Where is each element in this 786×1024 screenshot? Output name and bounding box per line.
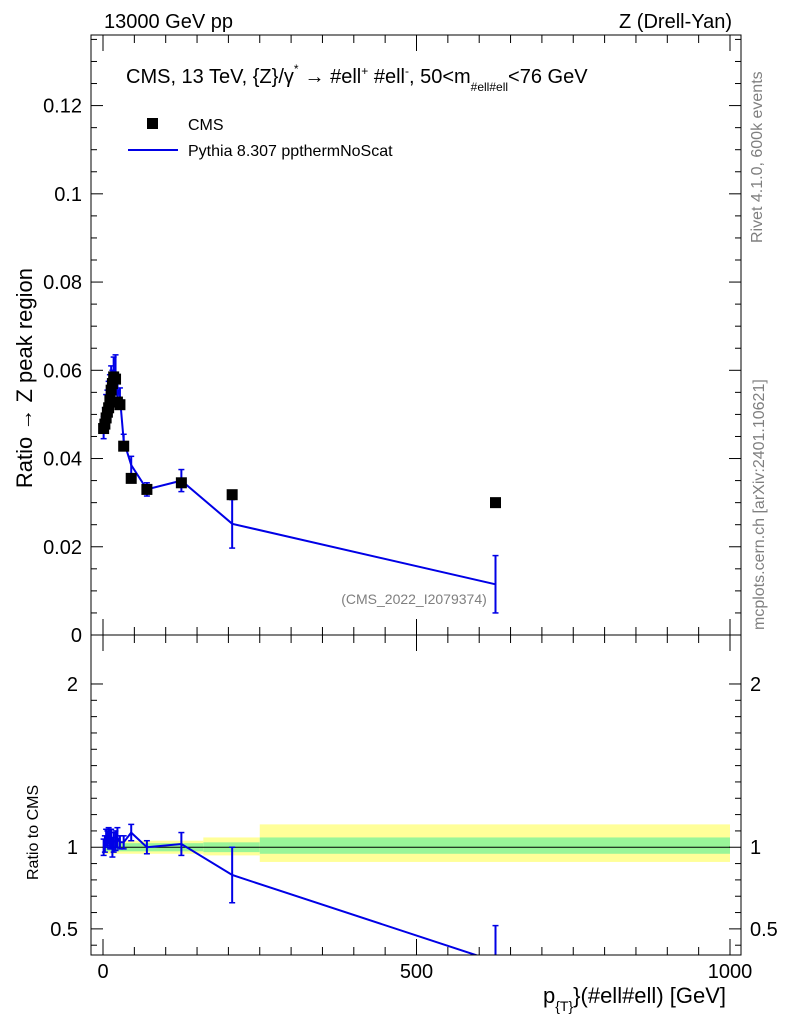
x-tick-label: 0 [97,961,108,983]
y-tick-label: 0.08 [43,272,82,294]
legend-title-range: , 50<m [409,66,471,88]
x-axis-label-sub: {T} [555,998,573,1014]
cms-data-point [99,418,111,430]
cms-data-point [141,483,153,495]
legend-cms-marker [147,118,158,129]
cms-data-point [105,384,117,396]
x-axis-label: p{T}}(#ell#ell) [GeV] [543,983,726,1014]
legend-title-plus: + [361,64,368,78]
ratio-frame [90,634,742,956]
ratio-y-axis-label: Ratio to CMS [25,785,42,880]
x-axis-label-main: p [543,983,555,1008]
main-panel: 0 0.02 0.04 0.06 0.08 0.1 0.12 Ratio → Z peak … [12,34,742,647]
legend-title-sub: #ell#ell [471,80,508,94]
x-tick-label: 500 [400,961,433,983]
legend-cms-label: CMS [188,117,224,134]
legend-title-minus: - [405,64,409,78]
y-tick-label: 0.12 [43,96,82,118]
legend-title-arrow: → #ell [305,66,362,88]
legend-title-ell2: #ell [368,66,405,88]
cms-data-point [118,440,130,452]
header-right: Z (Drell-Yan) [619,11,732,33]
legend-title-end: <76 GeV [508,66,588,88]
ratio-y-tick-label: 0.5 [50,919,78,941]
x-tick-label: 1000 [708,961,753,983]
mc-line [102,369,496,586]
ratio-panel: 0.5 0.5 1 1 2 2 0 500 1000 Ratio to CMS p{T}}(#e… [25,634,778,1014]
cms-data-point [103,402,115,414]
y-tick-label: 0.06 [43,360,82,382]
cms-data-point [110,373,122,385]
x-axis-label-rest: }(#ell#ell) [GeV] [573,983,726,1008]
ratio-y-tick-label-right: 0.5 [750,919,778,941]
cms-data-point [226,489,238,501]
mcplots-label: mcplots.cern.ch [arXiv:2401.10621] [751,379,768,630]
ratio-series-group [100,823,499,955]
uncertainty-band-inner [259,837,730,854]
cms-data-point [100,412,112,424]
y-tick-label: 0 [71,625,82,647]
legend-title: CMS, 13 TeV, {Z}/γ* → #ell+ #ell-, 50<m#e… [126,62,588,94]
analysis-watermark: (CMS_2022_I2079374) [341,591,487,607]
ratio-ticks: 0.5 0.5 1 1 2 2 0 500 1000 [50,635,778,983]
main-content [98,354,502,614]
cms-data-point [104,394,116,406]
main-y-axis-label: Ratio → Z peak region [12,268,37,488]
rivet-label: Rivet 4.1.0, 600k events [749,71,766,243]
ratio-y-tick-label: 2 [67,674,78,696]
cms-data-point [125,472,137,484]
legend-title-main: CMS, 13 TeV, {Z}/γ [126,66,294,88]
main-ticks: 0 0.02 0.04 0.06 0.08 0.1 0.12 [43,35,741,647]
cms-data-point [114,399,126,411]
cms-data-point [175,477,187,489]
legend-pythia-label: Pythia 8.307 ppthermNoScat [188,143,393,160]
ratio-y-tick-label-right: 2 [750,674,761,696]
y-tick-label: 0.02 [43,537,82,559]
legend-title-star: * [294,62,299,76]
ratio-y-tick-label-right: 1 [750,837,761,859]
y-tick-label: 0.1 [54,184,82,206]
ratio-content [100,823,730,955]
ratio-y-tick-label: 1 [67,837,78,859]
cms-data-point [490,497,502,509]
y-tick-label: 0.04 [43,449,82,471]
header-left: 13000 GeV pp [104,11,233,33]
